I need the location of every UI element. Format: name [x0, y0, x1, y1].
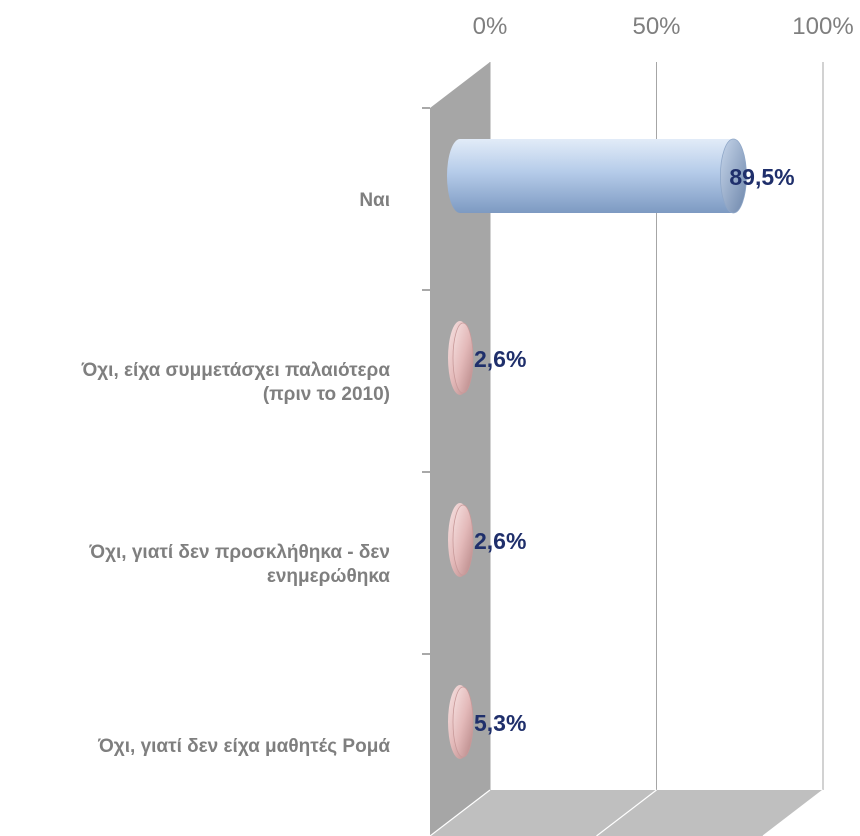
value-tick-label: 0% — [473, 13, 508, 40]
bar-end-cap — [452, 504, 474, 576]
category-label: Όχι, είχα συμμετάσχει παλαιότερα — [81, 360, 391, 381]
bar-2 — [448, 321, 474, 395]
category-label: Όχι, γιατί δεν είχα μαθητές Ρομά — [97, 736, 390, 757]
bar-end-cap — [452, 686, 474, 758]
value-tick-label: 100% — [792, 13, 853, 40]
category-label: ενημερώθηκα — [267, 566, 390, 587]
value-tick-label: 50% — [632, 13, 680, 40]
category-label: Όχι, γιατί δεν προσκλήθηκα - δεν — [88, 542, 390, 563]
category-label: Ναι — [359, 190, 390, 211]
bar-4 — [448, 685, 474, 759]
bar-3 — [448, 503, 474, 577]
floor-gridline — [762, 789, 824, 836]
floor-gridline — [596, 789, 657, 836]
left-wall — [430, 62, 490, 836]
bar-end-cap — [720, 138, 747, 214]
bar-1 — [447, 138, 747, 214]
value-axis-ticks: 0% 50% 100% — [473, 13, 854, 40]
data-labels: 89,5% 2,6% 2,6% 5,3% — [474, 164, 795, 736]
data-label: 89,5% — [729, 164, 794, 190]
bar-end-cap — [452, 322, 474, 394]
bar-body — [447, 139, 734, 213]
data-label: 2,6% — [474, 346, 526, 372]
category-label: (πριν το 2010) — [263, 384, 390, 405]
category-axis-labels: Ναι Όχι, είχα συμμετάσχει παλαιότερα (πριν… — [81, 107, 430, 757]
data-label: 5,3% — [474, 710, 526, 736]
data-label: 2,6% — [474, 528, 526, 554]
bars — [447, 138, 747, 759]
floor-gridline — [429, 789, 491, 836]
